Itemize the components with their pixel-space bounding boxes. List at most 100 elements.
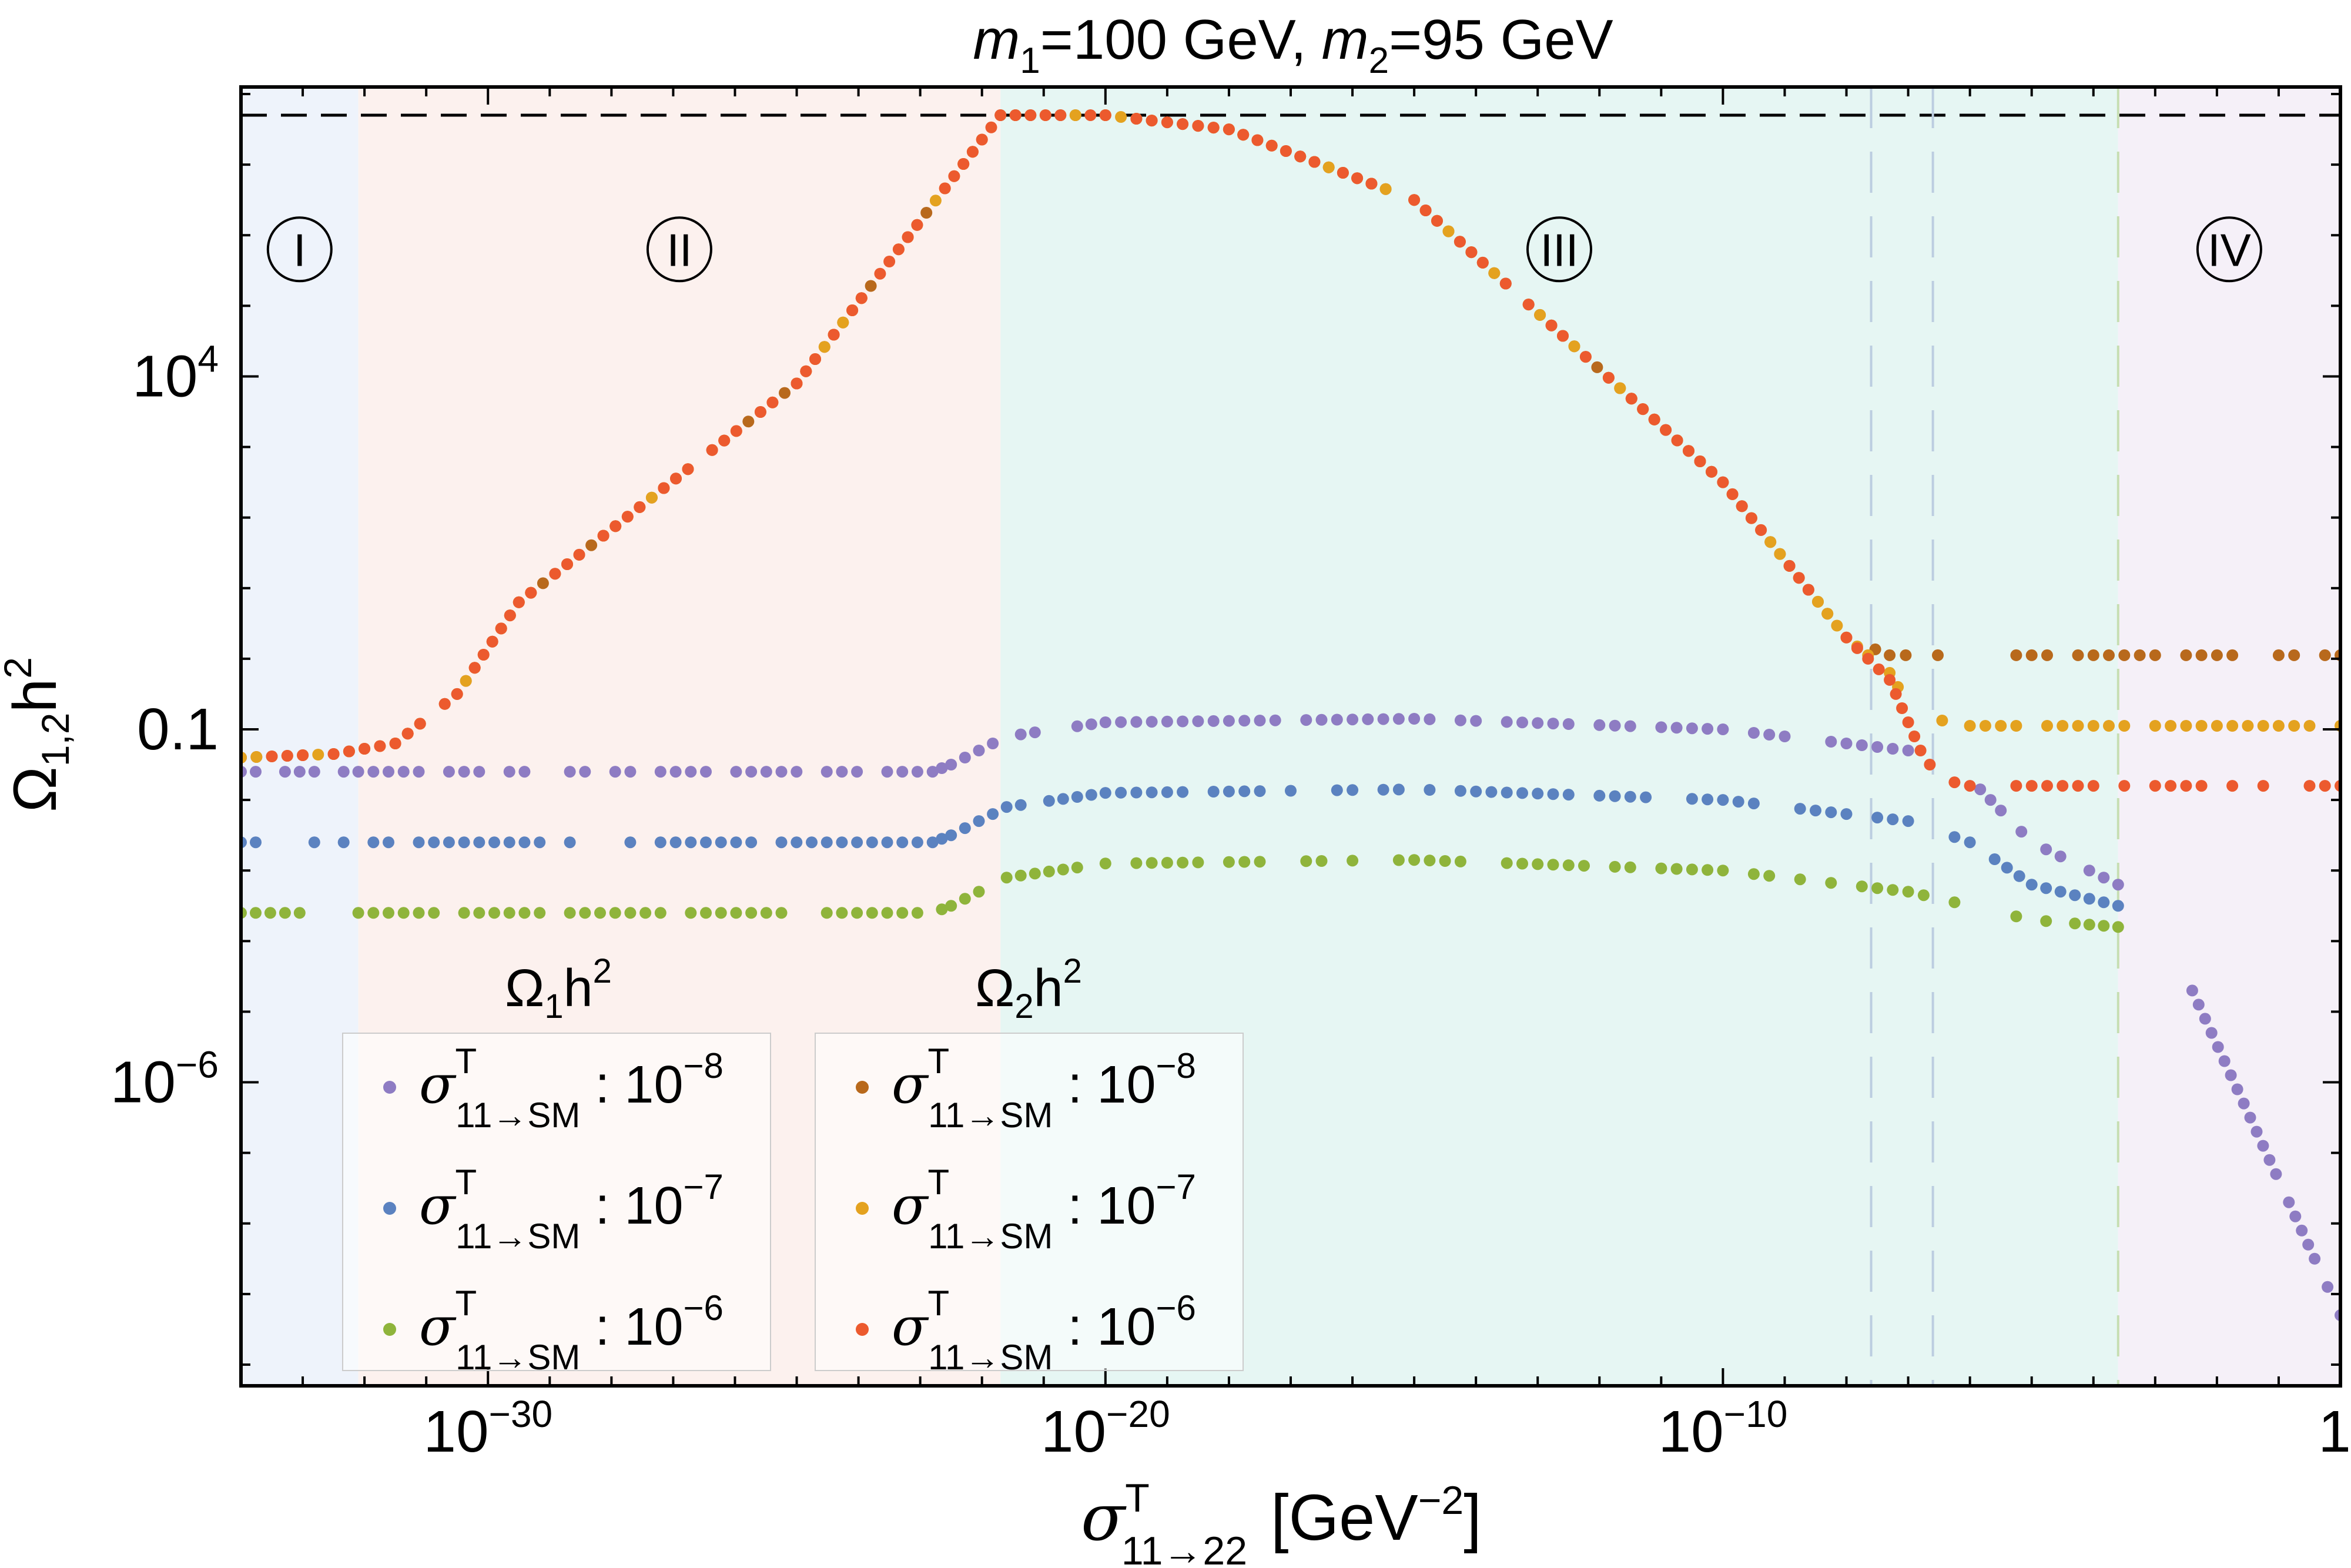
- data-point: [1547, 718, 1559, 730]
- data-point: [939, 182, 951, 195]
- data-point: [1085, 718, 1097, 731]
- data-point: [367, 907, 380, 919]
- data-point: [264, 907, 276, 919]
- data-point: [2257, 720, 2269, 732]
- data-point: [1840, 738, 1853, 749]
- legend-marker: [383, 1202, 396, 1215]
- data-point: [1706, 465, 1717, 478]
- data-point: [1732, 796, 1744, 808]
- data-point: [2041, 720, 2053, 732]
- data-point: [1322, 161, 1335, 173]
- data-point: [297, 749, 309, 761]
- x-tick-label: 10−10: [1659, 1393, 1788, 1465]
- series-2: [241, 783, 2124, 912]
- data-point: [1908, 731, 1921, 742]
- data-point: [2212, 1041, 2224, 1053]
- data-point: [1747, 798, 1760, 810]
- data-point: [1347, 713, 1359, 726]
- data-point: [2134, 649, 2146, 661]
- data-point: [1177, 786, 1189, 798]
- data-point: [1099, 716, 1111, 728]
- data-point: [2040, 843, 2052, 856]
- data-point: [359, 743, 371, 755]
- data-point: [1115, 716, 1127, 728]
- data-point: [413, 907, 425, 919]
- data-point: [715, 836, 727, 849]
- data-point: [1177, 856, 1189, 869]
- data-point: [855, 292, 868, 304]
- series-7: [266, 109, 2340, 792]
- data-point: [2025, 879, 2038, 891]
- data-point: [1655, 721, 1667, 733]
- data-point: [820, 836, 833, 849]
- data-point: [945, 759, 957, 770]
- region-band-4: [2118, 87, 2340, 1386]
- data-point: [2010, 720, 2022, 732]
- data-point: [2242, 720, 2254, 732]
- data-point: [2112, 879, 2124, 891]
- data-point: [1501, 786, 1513, 799]
- data-point: [2025, 649, 2038, 661]
- data-point: [1694, 455, 1706, 467]
- data-point: [837, 316, 849, 329]
- data-point: [250, 766, 262, 778]
- data-point: [1161, 857, 1173, 869]
- data-point: [745, 907, 758, 919]
- data-point: [1964, 836, 1976, 849]
- data-point: [624, 766, 637, 778]
- data-point: [1821, 608, 1834, 620]
- data-point: [1192, 715, 1204, 728]
- data-point: [936, 762, 948, 774]
- data-point: [518, 836, 531, 849]
- data-point: [2296, 1224, 2308, 1237]
- data-point: [308, 766, 320, 778]
- data-point: [1532, 788, 1544, 800]
- data-point: [1562, 718, 1575, 730]
- data-point: [911, 219, 923, 231]
- data-point: [959, 822, 971, 835]
- data-point: [1802, 584, 1814, 596]
- data-point: [250, 751, 263, 763]
- data-point: [2013, 870, 2025, 882]
- data-point: [2195, 720, 2208, 732]
- data-point: [1476, 256, 1489, 269]
- data-point: [1856, 739, 1868, 751]
- data-point: [1300, 714, 1312, 726]
- data-point: [1794, 803, 1806, 815]
- data-point: [2192, 999, 2205, 1011]
- data-point: [458, 836, 470, 849]
- data-point: [1686, 722, 1698, 735]
- data-point: [809, 353, 821, 365]
- data-point: [2257, 1140, 2269, 1152]
- data-point: [775, 907, 788, 919]
- data-point: [1902, 886, 1914, 898]
- data-point: [1917, 889, 1930, 902]
- data-point: [700, 836, 712, 849]
- data-point: [1408, 854, 1421, 866]
- data-point: [1702, 723, 1714, 735]
- data-point: [745, 766, 758, 778]
- data-point: [2025, 780, 2038, 792]
- data-point: [2072, 720, 2084, 732]
- data-point: [1871, 741, 1884, 753]
- data-point: [1043, 795, 1055, 807]
- data-point: [1717, 476, 1729, 488]
- data-point: [1948, 896, 1961, 909]
- data-point: [473, 907, 485, 919]
- legend-entry-label: σT 11→SM : 10−8: [892, 1041, 1196, 1135]
- data-point: [1625, 393, 1637, 405]
- data-point: [1130, 857, 1143, 869]
- data-point: [468, 662, 481, 674]
- data-point: [1578, 860, 1590, 872]
- legend-box-2: [815, 1033, 1244, 1371]
- data-point: [451, 688, 463, 700]
- data-point: [518, 907, 531, 919]
- data-point: [1365, 177, 1378, 190]
- data-point: [959, 752, 971, 763]
- data-point: [1547, 859, 1559, 871]
- region-labels: I II III IV: [266, 216, 2262, 283]
- data-point: [1683, 445, 1694, 457]
- legend-entry-label: σT 11→SM : 10−7: [419, 1162, 724, 1256]
- data-point: [836, 907, 848, 919]
- data-point: [2263, 1154, 2276, 1166]
